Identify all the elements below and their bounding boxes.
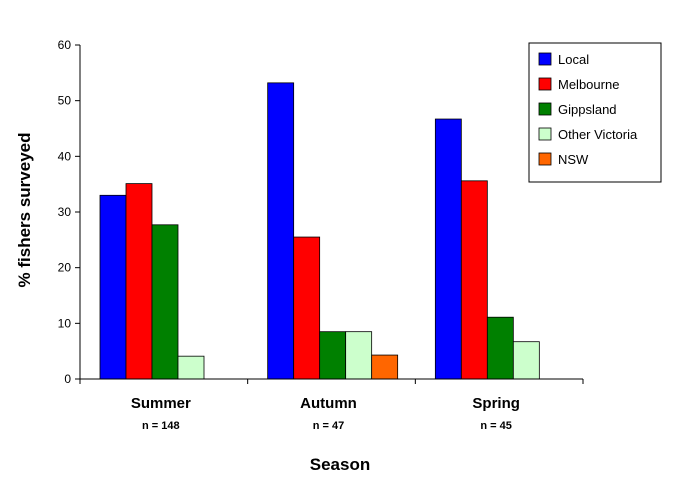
category-sample-size: n = 47: [313, 420, 345, 432]
bar-melbourne-summer: [125, 183, 153, 380]
bar-local-spring: [434, 118, 462, 380]
legend-label-local: Local: [558, 52, 589, 67]
category-sample-size: n = 45: [480, 420, 512, 432]
category-sample-size: n = 148: [142, 420, 180, 432]
legend-swatch-melbourne: [538, 77, 552, 91]
legend-swatch-gippsland: [538, 102, 552, 116]
category-label: Summer: [131, 395, 191, 412]
legend-label-other-victoria: Other Victoria: [558, 127, 638, 142]
y-tick-label: 0: [64, 372, 71, 386]
bar-gippsland-autumn: [319, 331, 347, 380]
legend: Local Melbourne Gippsland Other Victoria NSW: [528, 42, 662, 183]
bar-melbourne-spring: [460, 180, 488, 380]
bar-other-victoria-spring: [512, 341, 540, 380]
y-tick-label: 60: [58, 38, 72, 52]
category-label: Autumn: [300, 395, 357, 412]
bar-local-summer: [99, 194, 127, 380]
y-tick-label: 30: [58, 205, 72, 219]
y-tick-label: 20: [58, 261, 72, 275]
bar-other-victoria-autumn: [345, 331, 373, 380]
legend-swatch-other-victoria: [538, 127, 552, 141]
bar-gippsland-spring: [486, 316, 514, 380]
x-axis-ticks: [79, 379, 584, 384]
bar-nsw-autumn: [371, 354, 399, 380]
bar-gippsland-summer: [151, 224, 179, 380]
legend-swatch-local: [538, 52, 552, 66]
bar-local-autumn: [267, 82, 295, 380]
x-axis-title: Season: [310, 455, 370, 474]
legend-swatch-nsw: [538, 152, 552, 166]
legend-label-nsw: NSW: [558, 152, 589, 167]
category-label: Spring: [472, 395, 520, 412]
y-axis-ticks: 0 10 20 30 40 50 60: [58, 38, 80, 386]
y-tick-label: 10: [58, 316, 72, 330]
legend-label-gippsland: Gippsland: [558, 102, 617, 117]
legend-label-melbourne: Melbourne: [558, 77, 619, 92]
bars-group: [99, 82, 540, 380]
bar-other-victoria-summer: [177, 355, 205, 380]
category-labels: Summer n = 148 Autumn n = 47 Spring n = 45: [131, 395, 520, 432]
y-axis-title: % fishers surveyed: [15, 133, 34, 288]
bar-melbourne-autumn: [293, 236, 321, 380]
y-tick-label: 50: [58, 94, 72, 108]
y-tick-label: 40: [58, 149, 72, 163]
